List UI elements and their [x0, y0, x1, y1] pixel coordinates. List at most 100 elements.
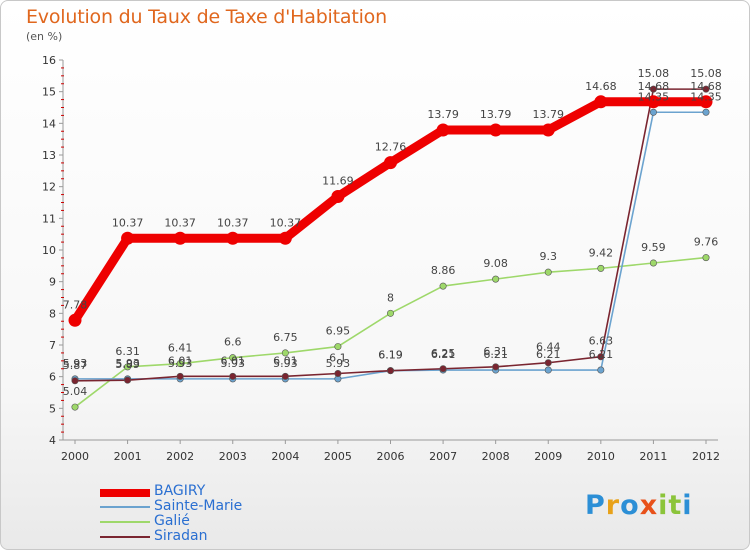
data-point	[646, 95, 660, 109]
legend-item-sainte-marie[interactable]: Sainte-Marie	[100, 498, 360, 515]
y-tick-label: 12	[42, 181, 56, 194]
data-label: 6.19	[378, 349, 403, 362]
data-label: 6.1	[329, 352, 347, 365]
data-point	[544, 268, 552, 276]
y-tick-label: 9	[49, 276, 56, 289]
series-line-galié	[74, 256, 707, 408]
data-point	[544, 359, 552, 367]
data-label: 10.37	[112, 216, 144, 229]
legend-item-galie[interactable]: Galié	[100, 513, 360, 530]
data-label: 6.21	[536, 348, 561, 361]
y-tick-label: 7	[49, 339, 56, 352]
data-label: 7.78	[63, 298, 88, 311]
y-tick-label: 15	[42, 86, 56, 99]
logo-letter: i	[682, 490, 693, 521]
data-label: 6.31	[115, 345, 140, 358]
data-point	[386, 367, 394, 375]
y-tick-label: 5	[49, 402, 56, 415]
data-point	[699, 95, 713, 109]
data-label: 10.37	[270, 216, 302, 229]
data-point	[124, 363, 132, 371]
data-label: 6.21	[431, 348, 456, 361]
data-label: 6.95	[326, 325, 351, 338]
x-tick-label: 2002	[166, 450, 194, 463]
logo-letter: r	[605, 490, 621, 521]
data-point	[649, 108, 657, 116]
data-label: 5.93	[273, 357, 298, 370]
data-point	[544, 366, 552, 374]
data-point	[386, 309, 394, 317]
data-label: 6.75	[273, 331, 298, 344]
proxiti-logo: Proxiti	[585, 490, 693, 521]
data-point	[594, 95, 608, 109]
logo-letter: t	[668, 490, 683, 521]
data-label: 14.35	[690, 90, 722, 103]
y-tick-label: 11	[42, 212, 56, 225]
data-point	[281, 372, 289, 380]
legend: BAGIRY Sainte-Marie Galié Siradan	[100, 483, 360, 545]
data-point	[173, 231, 187, 245]
data-point	[489, 123, 503, 137]
data-label: 6.6	[224, 336, 242, 349]
data-point	[229, 372, 237, 380]
series-line-bagiry	[70, 97, 711, 325]
y-tick-label: 10	[42, 244, 56, 257]
data-point	[68, 313, 82, 327]
data-label: 13.79	[480, 108, 512, 121]
data-label: 6.01	[273, 354, 298, 367]
logo-letter: i	[658, 490, 669, 521]
data-label: 6.31	[483, 345, 508, 358]
data-label: 5.93	[326, 357, 351, 370]
data-point	[649, 259, 657, 267]
x-tick-label: 2011	[639, 450, 667, 463]
data-label: 15.08	[638, 67, 670, 80]
data-point	[278, 231, 292, 245]
legend-swatch	[100, 489, 150, 497]
legend-item-siradan[interactable]: Siradan	[100, 528, 360, 545]
legend-label: Galié	[154, 513, 190, 529]
data-point	[702, 85, 710, 93]
x-tick-label: 2004	[271, 450, 299, 463]
x-tick-label: 2008	[482, 450, 510, 463]
legend-swatch	[100, 536, 150, 538]
data-label: 8	[387, 291, 394, 304]
x-tick-label: 2000	[61, 450, 89, 463]
data-label: 5.93	[168, 357, 193, 370]
data-label: 5.89	[115, 358, 140, 371]
data-point	[176, 372, 184, 380]
data-label: 5.87	[63, 359, 88, 372]
data-label: 9.76	[694, 236, 719, 249]
x-tick-label: 2007	[429, 450, 457, 463]
data-label: 12.76	[375, 141, 407, 154]
data-label: 11.69	[322, 174, 354, 187]
legend-item-bagiry[interactable]: BAGIRY	[100, 483, 360, 500]
data-label: 9.08	[483, 257, 508, 270]
data-label: 5.93	[63, 357, 88, 370]
data-label: 14.68	[690, 80, 722, 93]
logo-letter: x	[639, 490, 659, 521]
data-point	[124, 376, 132, 384]
data-label: 10.37	[217, 216, 249, 229]
data-point	[384, 156, 397, 170]
data-point	[492, 275, 500, 283]
data-point	[492, 363, 500, 371]
data-label: 6.41	[168, 342, 193, 355]
data-label: 5.93	[115, 357, 140, 370]
data-point	[597, 366, 605, 374]
data-label: 13.79	[533, 108, 565, 121]
data-label: 9.42	[589, 246, 614, 259]
data-point	[281, 349, 289, 357]
data-point	[334, 343, 342, 351]
data-point	[702, 108, 710, 116]
data-point	[436, 123, 450, 137]
x-tick-label: 2012	[692, 450, 720, 463]
data-label: 14.68	[638, 80, 670, 93]
data-point	[176, 360, 184, 368]
y-tick-label: 8	[49, 307, 56, 320]
data-point	[71, 403, 79, 411]
data-label: 6.01	[168, 354, 193, 367]
chart-subtitle: (en %)	[26, 30, 63, 43]
logo-letter: P	[585, 490, 606, 521]
